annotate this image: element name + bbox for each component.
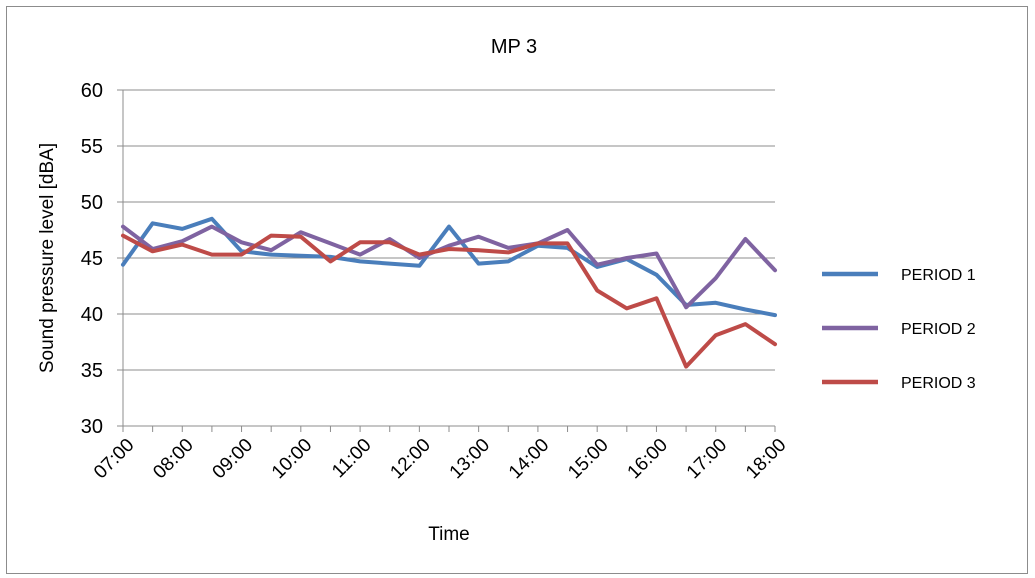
- legend: PERIOD 1 PERIOD 2 PERIOD 3: [822, 267, 976, 392]
- x-tick-label: 12:00: [386, 435, 434, 483]
- legend-label: PERIOD 3: [901, 375, 976, 392]
- y-tick-label: 60: [81, 80, 103, 102]
- x-tick-label: 17:00: [683, 435, 731, 483]
- x-tick-label: 07:00: [90, 435, 138, 483]
- y-tick-label: 35: [81, 360, 103, 382]
- x-tick-label: 15:00: [564, 435, 612, 483]
- gridlines: [123, 89, 775, 371]
- y-tick-label: 30: [81, 416, 103, 438]
- legend-label: PERIOD 2: [901, 321, 976, 338]
- y-tick-label: 45: [81, 248, 103, 270]
- series-line-period-1: [121, 216, 777, 318]
- x-tick-label: 09:00: [209, 435, 257, 483]
- x-axis-ticks: 07:00 08:00 09:00 10:00 11:00 12:00 13:00 14:00…: [90, 426, 791, 483]
- x-tick-label: 13:00: [446, 435, 494, 483]
- x-tick-label: 14:00: [505, 435, 553, 483]
- legend-label: PERIOD 1: [901, 267, 976, 284]
- series-line-period-3: [121, 233, 777, 369]
- x-tick-label: 16:00: [624, 435, 672, 483]
- y-tick-label: 55: [81, 136, 103, 158]
- x-tick-label: 08:00: [149, 435, 197, 483]
- y-axis-ticks: 30 35 40 45 50 55 60: [81, 80, 123, 438]
- x-tick-label: 10:00: [268, 435, 316, 483]
- x-axis-label: Time: [428, 524, 470, 545]
- chart-frame: [6, 6, 1028, 574]
- x-tick-label: 11:00: [328, 435, 375, 482]
- series-line-period-2: [121, 224, 777, 310]
- y-tick-label: 40: [81, 304, 103, 326]
- y-axis-label: Sound pressure level [dBA]: [37, 143, 58, 373]
- y-tick-label: 50: [81, 192, 103, 214]
- chart-title: MP 3: [491, 36, 537, 58]
- series-lines: [121, 216, 777, 369]
- x-tick-label: 18:00: [742, 435, 790, 483]
